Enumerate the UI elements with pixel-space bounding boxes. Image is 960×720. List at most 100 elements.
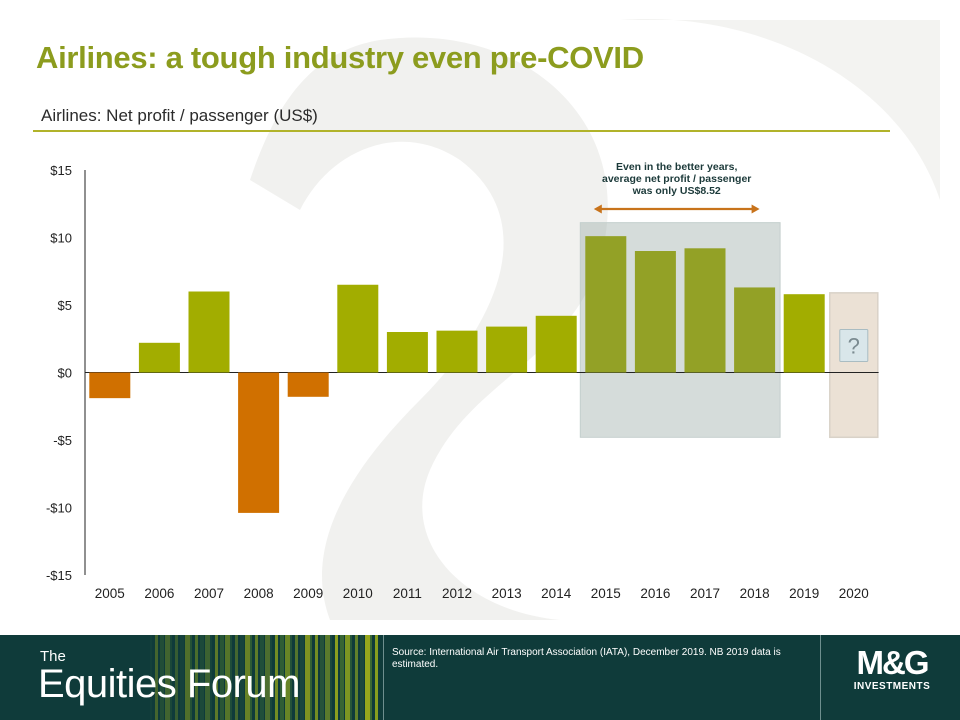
footer-stripe — [165, 635, 170, 720]
footer-stripe — [150, 635, 152, 720]
footer-stripe — [335, 635, 338, 720]
x-tick-label: 2011 — [393, 586, 422, 601]
annotation-line: was only US$8.52 — [632, 185, 721, 197]
x-tick-label: 2010 — [343, 586, 373, 601]
source-note: Source: International Air Transport Asso… — [392, 647, 781, 670]
chart-subtitle: Airlines: Net profit / passenger (US$) — [41, 106, 318, 125]
x-tick-label: 2019 — [789, 586, 819, 601]
footer-stripe — [210, 635, 212, 720]
x-tick-label: 2017 — [690, 586, 720, 601]
footer-stripe — [290, 635, 292, 720]
y-tick-label: $0 — [58, 366, 72, 381]
footer-stripe — [180, 635, 184, 720]
footer-stripe — [220, 635, 224, 720]
footer-stripe — [310, 635, 312, 720]
footer-divider — [383, 635, 384, 720]
x-tick-label: 2008 — [244, 586, 274, 601]
unknown-box — [829, 292, 879, 439]
footer: The Equities Forum Source: International… — [0, 635, 960, 720]
unknown-badge — [839, 329, 869, 362]
y-tick-label: $10 — [50, 231, 72, 246]
x-tick-label: 2007 — [194, 586, 224, 601]
logo-subtitle: INVESTMENTS — [853, 681, 931, 692]
footer-stripe — [355, 635, 358, 720]
annotation-line: Even in the better years, — [616, 161, 737, 173]
footer-stripe — [200, 635, 204, 720]
footer-stripe — [215, 635, 218, 720]
bar — [287, 372, 329, 397]
y-tick-label: $15 — [50, 163, 72, 178]
footer-stripe — [205, 635, 210, 720]
bar — [138, 342, 180, 373]
footer-stripe — [330, 635, 332, 720]
footer-stripe — [280, 635, 284, 720]
footer-stripe — [260, 635, 264, 720]
x-tick-label: 2013 — [492, 586, 522, 601]
footer-stripe — [230, 635, 232, 720]
footer-stripe — [225, 635, 230, 720]
footer-stripe — [265, 635, 270, 720]
footer-stripe — [370, 635, 372, 720]
bar — [684, 248, 726, 373]
logo-wordmark: M&G — [856, 644, 930, 681]
footer-stripe — [275, 635, 278, 720]
bar — [535, 315, 577, 373]
title-divider — [33, 130, 890, 132]
bar — [238, 372, 280, 513]
bar — [486, 326, 528, 373]
brand-name: Equities Forum — [38, 662, 300, 706]
footer-stripe — [185, 635, 190, 720]
annotation-line: average net profit / passenger — [602, 173, 751, 185]
brand-prefix: The — [40, 648, 66, 665]
x-tick-label: 2006 — [144, 586, 174, 601]
x-tick-label: 2018 — [740, 586, 770, 601]
bar — [337, 284, 379, 373]
x-tick-label: 2020 — [839, 586, 869, 601]
x-tick-label: 2012 — [442, 586, 472, 601]
footer-stripe — [315, 635, 318, 720]
bar — [634, 251, 676, 373]
footer-stripe — [245, 635, 250, 720]
y-tick-label: -$15 — [46, 568, 72, 583]
bar — [89, 372, 131, 399]
footer-stripe — [345, 635, 350, 720]
page-title: Airlines: a tough industry even pre-COVI… — [36, 40, 644, 75]
x-tick-label: 2015 — [591, 586, 621, 601]
footer-divider — [820, 635, 821, 720]
bar — [734, 287, 776, 373]
footer-stripe — [235, 635, 238, 720]
bar — [386, 332, 428, 373]
annotation-arrowhead-right — [751, 204, 760, 214]
mg-logo: M&G INVESTMENTS — [836, 644, 948, 693]
footer-stripe — [285, 635, 290, 720]
footer-stripe — [365, 635, 370, 720]
footer-stripe — [190, 635, 192, 720]
footer-stripe — [255, 635, 258, 720]
x-tick-label: 2005 — [95, 586, 125, 601]
y-tick-label: -$10 — [46, 501, 72, 516]
background-swirl — [250, 19, 940, 620]
footer-stripe — [305, 635, 310, 720]
x-tick-label: 2009 — [293, 586, 323, 601]
net-profit-chart: $15 $10 $5 $0 -$5 -$10 -$15 2005 2006 2007 2008 200… — [46, 161, 879, 601]
footer-stripe — [160, 635, 164, 720]
footer-stripe — [340, 635, 344, 720]
annotation-arrowhead-left — [593, 204, 602, 214]
footer-stripe — [300, 635, 304, 720]
footer-stripe — [320, 635, 324, 720]
footer-stripe — [270, 635, 272, 720]
footer-stripe — [155, 635, 158, 720]
footer-stripe — [250, 635, 252, 720]
footer-stripe — [350, 635, 352, 720]
y-tick-label: $5 — [58, 298, 72, 313]
y-tick-label: -$5 — [53, 433, 72, 448]
footer-stripe — [295, 635, 298, 720]
bar — [188, 291, 230, 373]
footer-stripes — [150, 635, 378, 720]
bar — [585, 236, 627, 373]
x-tick-label: 2016 — [640, 586, 670, 601]
footer-stripe — [240, 635, 244, 720]
footer-stripe — [360, 635, 364, 720]
footer-stripe — [325, 635, 330, 720]
x-tick-label: 2014 — [541, 586, 572, 601]
